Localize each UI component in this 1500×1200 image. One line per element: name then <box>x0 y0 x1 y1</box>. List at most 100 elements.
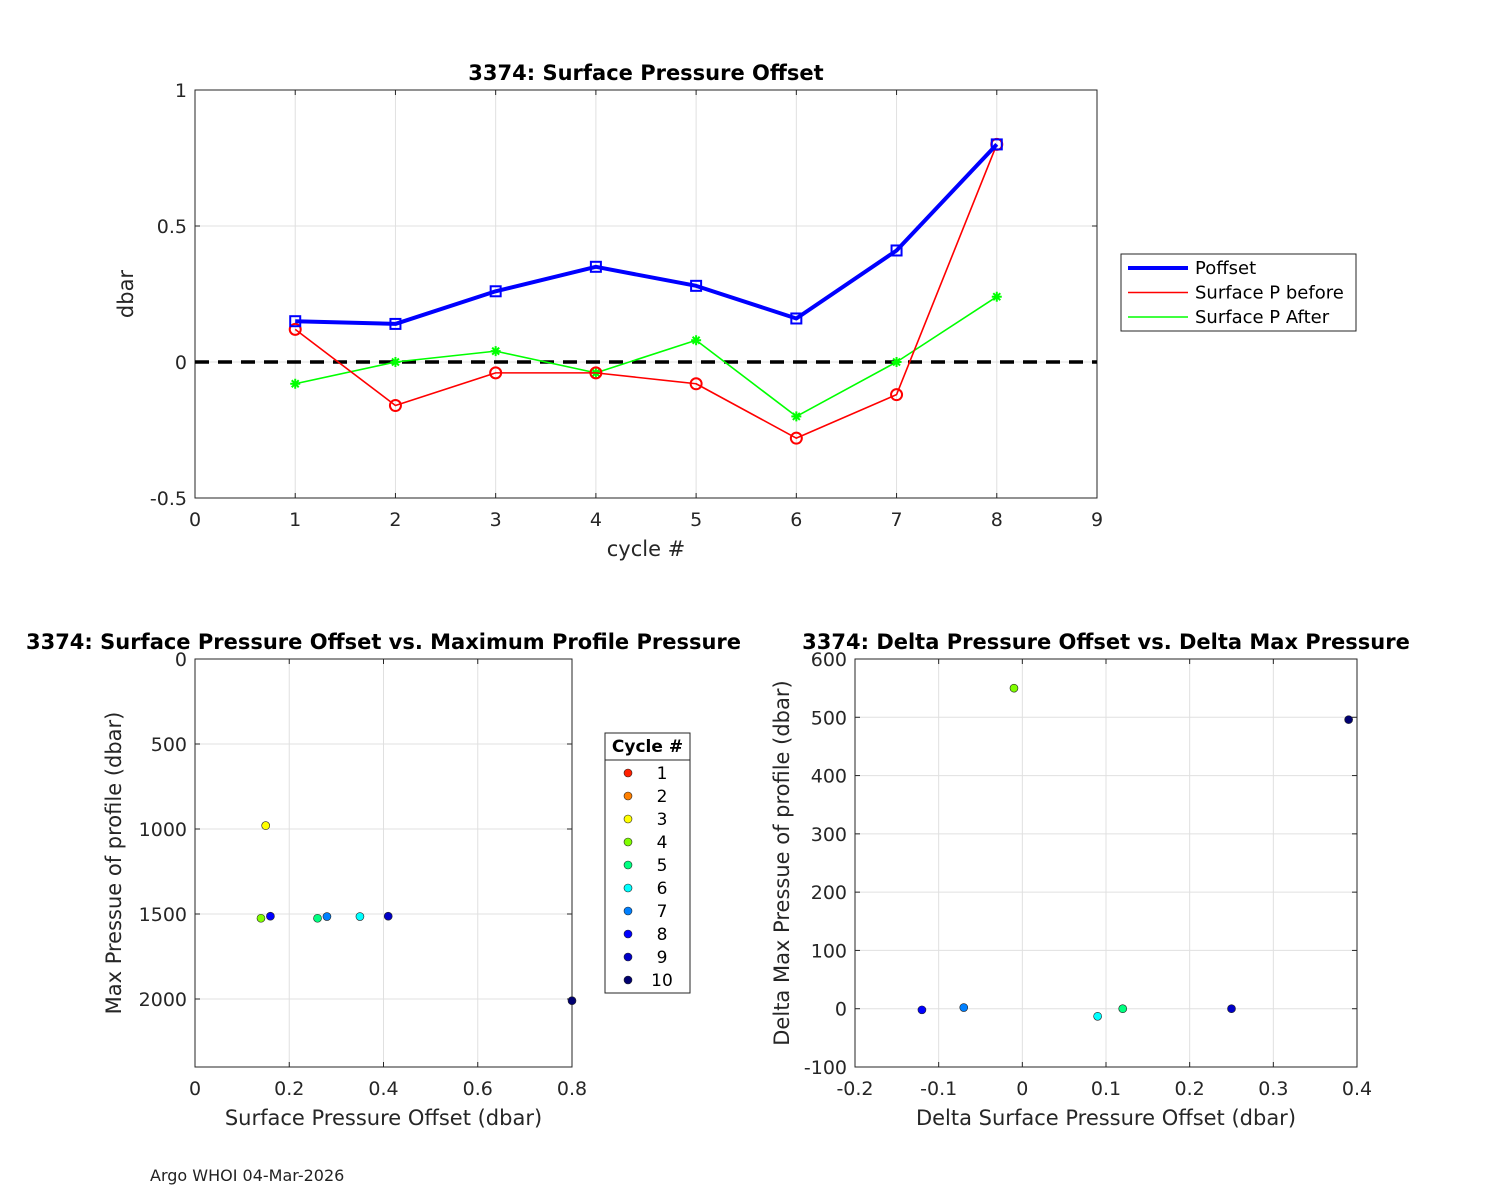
offset-chart-xtick-label: 7 <box>891 509 903 531</box>
offset-chart-frame <box>194 89 1098 499</box>
maxpres-chart-xtick-label: 0.4 <box>368 1078 398 1100</box>
delta-chart-axes: -0.2 -0.1 0 0.1 0.2 0.3 0.4 -100 0 100 200 300 400 50… <box>770 630 1410 1130</box>
offset-legend: Poffset Surface P before Surface P After <box>1120 253 1357 332</box>
delta-chart-ytick-label: -100 <box>804 1057 847 1079</box>
legend-label-surface-p-before: Surface P before <box>1195 283 1344 304</box>
delta-point <box>1009 683 1019 693</box>
series-line-poffset <box>295 143 999 326</box>
series-line-surface-p-before <box>294 144 998 439</box>
offset-chart-xtick-label: 5 <box>690 509 702 531</box>
maxpres-chart-ylabel: Max Pressue of profile (dbar) <box>102 712 126 1015</box>
delta-chart-xlabel: Delta Surface Pressure Offset (dbar) <box>916 1106 1296 1130</box>
maxpres-point-cycle-10 <box>567 996 577 1006</box>
series-point-poffset <box>790 312 803 325</box>
legend-label-poffset: Poffset <box>1195 258 1256 279</box>
cycle-legend-marker-2 <box>623 791 633 801</box>
cycle-legend-marker-5 <box>623 860 633 870</box>
footer-note: Argo WHOI 04-Mar-2026 <box>150 1166 345 1185</box>
series-point-surface-p-before <box>890 388 904 402</box>
delta-chart-ytick-label: 600 <box>811 649 847 671</box>
maxpres-point-cycle-6 <box>355 912 365 921</box>
cycle-legend-marker-6 <box>623 883 633 893</box>
maxpres-point-cycle-8 <box>266 911 275 921</box>
maxpres-point-cycle-4 <box>256 913 266 923</box>
delta-chart-ytick-label: 100 <box>811 940 847 962</box>
cycle-legend-marker-4 <box>623 837 633 847</box>
cycle-legend-label-4: 4 <box>657 833 668 853</box>
cycle-legend-label-6: 6 <box>657 879 668 899</box>
maxpres-chart-axes: 0 0.2 0.4 0.6 0.8 0 500 1000 1500 2000 3374: Surfa… <box>26 630 741 1130</box>
delta-chart-xtick-label: 0 <box>1016 1078 1028 1100</box>
cycle-legend-box <box>604 732 691 994</box>
offset-chart-ytick-label: 1 <box>175 80 187 102</box>
series-point-poffset <box>990 138 1003 151</box>
maxpres-chart-xtick-label: 0 <box>189 1078 201 1100</box>
offset-chart-ylabel: dbar <box>114 270 138 319</box>
maxpres-point-cycle-5 <box>313 913 322 923</box>
cycle-legend-title: Cycle # <box>612 737 683 757</box>
series-point-surface-p-after <box>791 411 802 422</box>
delta-chart-ylabel: Delta Max Pressue of profile (dbar) <box>770 680 794 1045</box>
delta-point <box>959 1003 969 1012</box>
maxpres-chart-xtick-label: 0.8 <box>557 1078 587 1100</box>
delta-chart-xtick-label: 0.1 <box>1091 1078 1121 1100</box>
maxpres-point-cycle-3 <box>261 821 270 830</box>
offset-chart-plot-area <box>195 90 1097 498</box>
series-line-surface-p-after <box>295 296 998 418</box>
series-point-poffset <box>389 317 402 330</box>
delta-chart-ytick-label: 300 <box>811 824 847 846</box>
cycle-legend: Cycle # 1 2 3 4 5 6 7 8 9 10 <box>604 732 691 994</box>
delta-point <box>1118 1004 1128 1014</box>
delta-chart-xtick-label: -0.1 <box>920 1078 957 1100</box>
delta-point <box>1227 1004 1236 1014</box>
cycle-legend-marker-9 <box>623 952 633 962</box>
cycle-legend-label-1: 1 <box>657 764 668 784</box>
series-point-surface-p-after <box>390 357 401 367</box>
cycle-legend-label-7: 7 <box>657 902 668 922</box>
cycle-legend-marker-1 <box>623 768 633 778</box>
series-point-poffset <box>289 315 302 328</box>
delta-point <box>1093 1011 1102 1021</box>
offset-chart-xtick-label: 1 <box>289 509 301 531</box>
offset-chart-xtick-label: 2 <box>389 509 401 531</box>
cycle-legend-marker-8 <box>623 929 633 939</box>
series-point-poffset <box>589 260 602 273</box>
maxpres-chart-ytick-label: 0 <box>175 649 187 671</box>
series-point-surface-p-after <box>991 291 1002 302</box>
cycle-legend-label-9: 9 <box>657 948 668 968</box>
series-point-surface-p-after <box>891 357 902 367</box>
series-point-surface-p-before <box>388 399 402 413</box>
offset-chart-xtick-label: 3 <box>490 509 502 531</box>
series-point-poffset <box>890 244 903 257</box>
maxpres-chart-xtick-label: 0.6 <box>463 1078 493 1100</box>
maxpres-chart-ytick-label: 1000 <box>139 819 187 841</box>
series-point-surface-p-after <box>290 378 301 389</box>
delta-chart-ytick-label: 200 <box>811 882 847 904</box>
delta-chart-xtick-label: 0.3 <box>1258 1078 1288 1100</box>
delta-point <box>917 1005 927 1015</box>
delta-chart-title: 3374: Delta Pressure Offset vs. Delta Ma… <box>802 630 1410 654</box>
legend-label-surface-p-after: Surface P After <box>1195 307 1330 328</box>
series-point-surface-p-before <box>689 377 703 391</box>
cycle-legend-label-2: 2 <box>657 787 668 807</box>
maxpres-chart-ytick-label: 1500 <box>139 904 187 926</box>
delta-chart-ytick-label: 400 <box>811 766 847 788</box>
cycle-legend-label-5: 5 <box>657 856 668 876</box>
delta-chart-xtick-label: -0.2 <box>836 1078 873 1100</box>
offset-chart-ytick-label: -0.5 <box>150 488 187 510</box>
series-point-surface-p-before <box>288 322 302 336</box>
offset-chart-title: 3374: Surface Pressure Offset <box>468 61 823 85</box>
series-point-surface-p-before <box>589 366 603 380</box>
cycle-legend-label-8: 8 <box>657 925 668 945</box>
cycle-legend-label-3: 3 <box>657 810 668 830</box>
offset-chart-ytick-label: 0.5 <box>157 216 187 238</box>
maxpres-chart-title: 3374: Surface Pressure Offset vs. Maximu… <box>26 630 741 654</box>
delta-chart-ytick-label: 0 <box>835 999 847 1021</box>
offset-chart-xtick-label: 0 <box>189 509 201 531</box>
series-point-surface-p-before <box>789 431 803 445</box>
delta-chart-xtick-label: 0.4 <box>1342 1078 1372 1100</box>
cycle-legend-marker-7 <box>623 906 633 916</box>
cycle-legend-label-10: 10 <box>651 971 673 991</box>
